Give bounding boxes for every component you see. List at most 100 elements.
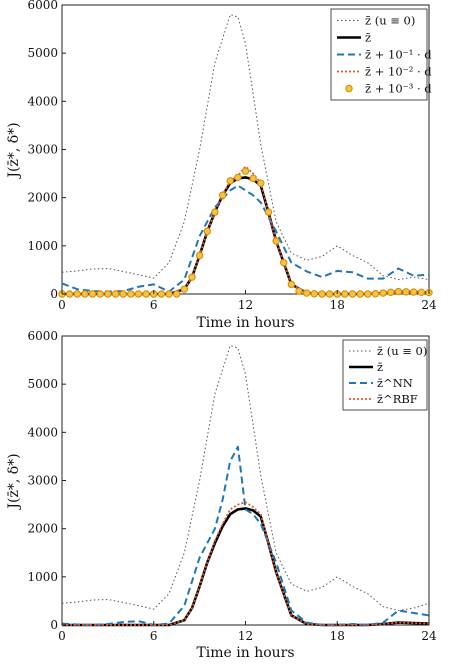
legend-label: z̄ (u ≡ 0) <box>377 344 427 358</box>
y-tick-label: 5000 <box>27 46 58 60</box>
y-tick-label: 4000 <box>27 425 58 439</box>
series-4-point <box>318 290 326 298</box>
x-tick-label: 18 <box>330 298 345 312</box>
x-tick-label: 0 <box>58 629 66 643</box>
legend-label: z̄ (u ≡ 0) <box>365 14 415 28</box>
series-4-point <box>195 251 204 260</box>
y-tick-label: 6000 <box>27 329 58 343</box>
legend-label: z̄^RBF <box>377 392 418 406</box>
series-4-point <box>65 290 74 298</box>
series-4-point <box>371 290 380 298</box>
series-4-point <box>234 173 242 182</box>
bottom-legend: z̄ (u ≡ 0) z̄ z̄^NN z̄^RBF <box>342 339 428 411</box>
series-4-point <box>218 191 227 199</box>
x-tick-label: 12 <box>238 629 253 643</box>
y-tick-label: 6000 <box>27 0 58 12</box>
legend-label: z̄ <box>377 360 383 374</box>
legend-swatch <box>345 84 353 93</box>
x-tick-label: 0 <box>58 298 66 312</box>
series-4-point <box>180 285 189 293</box>
legend-label: z̄ + 10⁻³ · d <box>365 82 432 96</box>
y-tick-label: 5000 <box>27 377 58 391</box>
top-chart: 0 6 12 18 24 0 1000 2000 3000 4000 5000 6000 Time i… <box>6 0 437 331</box>
series-2-line <box>61 445 430 626</box>
series-1-line <box>62 176 430 296</box>
legend-box <box>330 8 428 101</box>
series-4-point <box>257 179 265 187</box>
top-legend: z̄ (u ≡ 0) z̄ z̄ + 10⁻¹ · d z̄ + 10⁻² · d z̄… <box>330 8 432 101</box>
legend-label: z̄ <box>365 31 371 45</box>
series-4-point <box>142 290 150 298</box>
series-4-point <box>310 290 319 298</box>
y-tick-label: 1000 <box>27 570 58 584</box>
series-4-point <box>394 287 403 296</box>
x-tick-label: 18 <box>330 629 345 643</box>
series-4-point <box>88 290 97 298</box>
series-4-point <box>134 290 143 298</box>
series-4-point <box>364 290 372 298</box>
x-tick-label: 6 <box>150 629 158 643</box>
bottom-x-axis-label: Time in hours <box>196 645 294 661</box>
series-4-point <box>226 177 234 185</box>
x-tick-label: 24 <box>421 629 437 643</box>
series-4-point <box>157 290 166 298</box>
y-tick-label: 2000 <box>27 191 58 205</box>
y-tick-label: 4000 <box>27 94 58 108</box>
series-4-point <box>165 290 173 298</box>
series-4-point <box>119 290 127 298</box>
series-4-point <box>295 287 303 295</box>
legend-label: z̄^NN <box>377 376 413 390</box>
series-4-point <box>127 290 135 298</box>
series-4-point <box>81 290 89 298</box>
series-4-point <box>272 237 280 245</box>
series-0-line <box>61 14 430 281</box>
series-4-point <box>73 290 81 298</box>
series-4-point <box>249 174 257 183</box>
x-tick-label: 12 <box>238 298 253 312</box>
series-4-point <box>356 290 364 298</box>
series-4-point <box>410 288 418 296</box>
series-4-point <box>325 290 334 298</box>
series-4-point <box>387 288 395 297</box>
series-4-point <box>172 290 181 298</box>
series-4-point <box>96 290 104 298</box>
bottom-chart: 0 6 12 18 24 0 1000 2000 3000 4000 5000 6000 Time i… <box>6 329 437 661</box>
series-1-line <box>62 507 430 627</box>
series-4-point <box>402 288 410 296</box>
series-4-point <box>264 208 273 216</box>
series-4-point <box>287 280 296 289</box>
top-y-axis-label: J(z̄*, δ*) <box>6 122 22 179</box>
series-4-point <box>280 258 288 267</box>
series-4-point <box>302 289 311 297</box>
series-0-line <box>61 345 430 611</box>
series-4-point <box>203 227 211 236</box>
bottom-axis-ticks: 0 6 12 18 24 0 1000 2000 3000 4000 5000 6000 <box>27 329 437 643</box>
series-4-point <box>348 290 357 298</box>
y-tick-label: 0 <box>50 618 58 632</box>
y-tick-label: 0 <box>50 287 58 301</box>
legend-label: z̄ + 10⁻² · d <box>365 65 432 79</box>
y-tick-label: 3000 <box>27 143 58 157</box>
series-4-point <box>104 290 112 298</box>
x-tick-label: 24 <box>421 298 437 312</box>
top-plot-marks <box>58 14 433 298</box>
series-4-point <box>241 167 250 175</box>
bottom-y-axis-label: J(z̄*, δ*) <box>6 453 22 510</box>
series-4-point <box>111 290 120 298</box>
y-tick-label: 2000 <box>27 522 58 536</box>
top-x-axis-label: Time in hours <box>196 315 294 331</box>
bottom-plot-marks <box>61 345 430 627</box>
x-tick-label: 6 <box>150 298 158 312</box>
series-2-line <box>61 184 430 293</box>
series-3-line <box>62 165 430 295</box>
series-4-point <box>379 289 387 297</box>
series-3-line <box>62 501 430 626</box>
series-4-point <box>188 273 196 281</box>
legend-label: z̄ + 10⁻¹ · d <box>365 48 432 62</box>
top-axis-ticks: 0 6 12 18 24 0 1000 2000 3000 4000 5000 6000 <box>27 0 437 312</box>
y-tick-label: 1000 <box>27 239 58 253</box>
series-4-point <box>211 208 219 216</box>
y-tick-label: 3000 <box>27 474 58 488</box>
series-4-point <box>341 290 349 298</box>
